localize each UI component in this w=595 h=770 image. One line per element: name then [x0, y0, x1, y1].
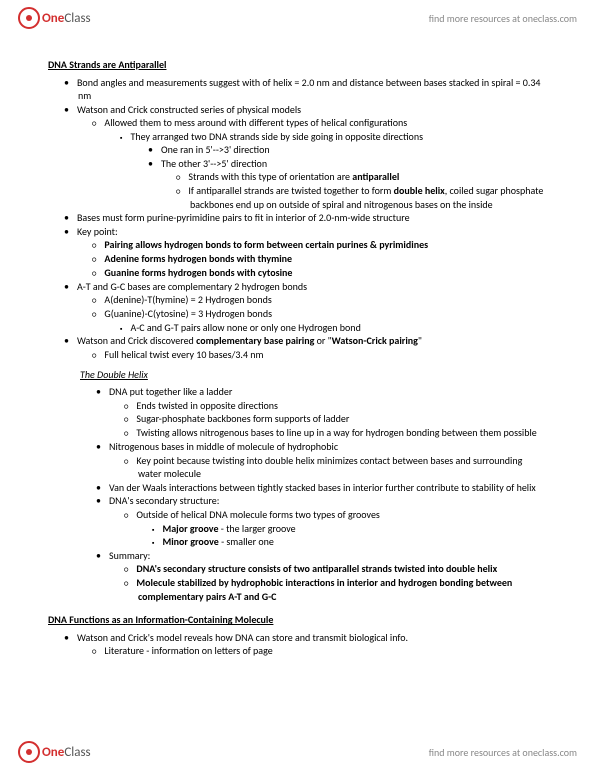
bullet: A(denine)-T(hymine) = 2 Hydrogen bonds	[106, 293, 547, 307]
bullet: Adenine forms hydrogen bonds with thymin…	[106, 252, 547, 266]
bullet: Summary:	[110, 549, 547, 563]
bullet: Sugar-phosphate backbones form supports …	[138, 412, 547, 426]
bullet: Allowed them to mess around with differe…	[106, 116, 547, 130]
bullet: One ran in 5'-->3' direction	[162, 143, 547, 157]
bullet: Nitrogenous bases in middle of molecule …	[110, 440, 547, 454]
bullet: If antiparallel strands are twisted toge…	[190, 184, 547, 211]
resources-link-bottom[interactable]: find more resources at oneclass.com	[429, 746, 577, 759]
bullet: G(uanine)-C(ytosine) = 3 Hydrogen bonds	[106, 307, 547, 321]
bullet: Ends twisted in opposite directions	[138, 399, 547, 413]
bullet: Twisting allows nitrogenous bases to lin…	[138, 426, 547, 440]
bullet: DNA put together like a ladder	[110, 385, 547, 399]
brand-logo-footer: OneClass	[18, 741, 91, 763]
page-header: OneClass find more resources at oneclass…	[0, 0, 595, 36]
page-footer: OneClass find more resources at oneclass…	[0, 734, 595, 770]
brand-logo-icon	[18, 741, 40, 763]
brand-logo-icon	[18, 7, 40, 29]
bullet: They arranged two DNA strands side by si…	[134, 130, 547, 144]
bullet: DNA's secondary structure consists of tw…	[138, 562, 547, 576]
bullet: Watson and Crick's model reveals how DNA…	[78, 631, 547, 645]
bullet: Full helical twist every 10 bases/3.4 nm	[106, 348, 547, 362]
bullet: The other 3'-->5' direction	[162, 157, 547, 171]
bullet: A-T and G-C bases are complementary 2 hy…	[78, 280, 547, 294]
bullet: Molecule stabilized by hydrophobic inter…	[138, 576, 547, 603]
bullet: Watson and Crick discovered complementar…	[78, 334, 547, 348]
bullet: Minor groove - smaller one	[166, 535, 547, 549]
brand-name-footer: OneClass	[42, 745, 91, 760]
bullet: Guanine forms hydrogen bonds with cytosi…	[106, 266, 547, 280]
bullet: Van der Waals interactions between tight…	[110, 481, 547, 495]
bullet: Bond angles and measurements suggest wit…	[78, 76, 547, 103]
brand-logo: OneClass	[18, 7, 91, 29]
bullet: DNA's secondary structure:	[110, 494, 547, 508]
bullet: Key point because twisting into double h…	[138, 454, 547, 481]
section-title-1: DNA Strands are Antiparallel	[48, 58, 547, 72]
bullet: Key point:	[78, 225, 547, 239]
resources-link-top[interactable]: find more resources at oneclass.com	[429, 12, 577, 25]
bullet: A-C and G-T pairs allow none or only one…	[134, 321, 547, 335]
bullet: Pairing allows hydrogen bonds to form be…	[106, 238, 547, 252]
document-body: DNA Strands are Antiparallel Bond angles…	[0, 36, 595, 698]
bullet: Watson and Crick constructed series of p…	[78, 103, 547, 117]
bullet: Major groove - the larger groove	[166, 522, 547, 536]
section-title-2: DNA Functions as an Information-Containi…	[48, 613, 547, 627]
brand-name: OneClass	[42, 11, 91, 26]
bullet: Strands with this type of orientation ar…	[190, 170, 547, 184]
bullet: Literature - information on letters of p…	[106, 644, 547, 658]
bullet: Outside of helical DNA molecule forms tw…	[138, 508, 547, 522]
subsection-title-double-helix: The Double Helix	[80, 368, 547, 382]
bullet: Bases must form purine-pyrimidine pairs …	[78, 211, 547, 225]
